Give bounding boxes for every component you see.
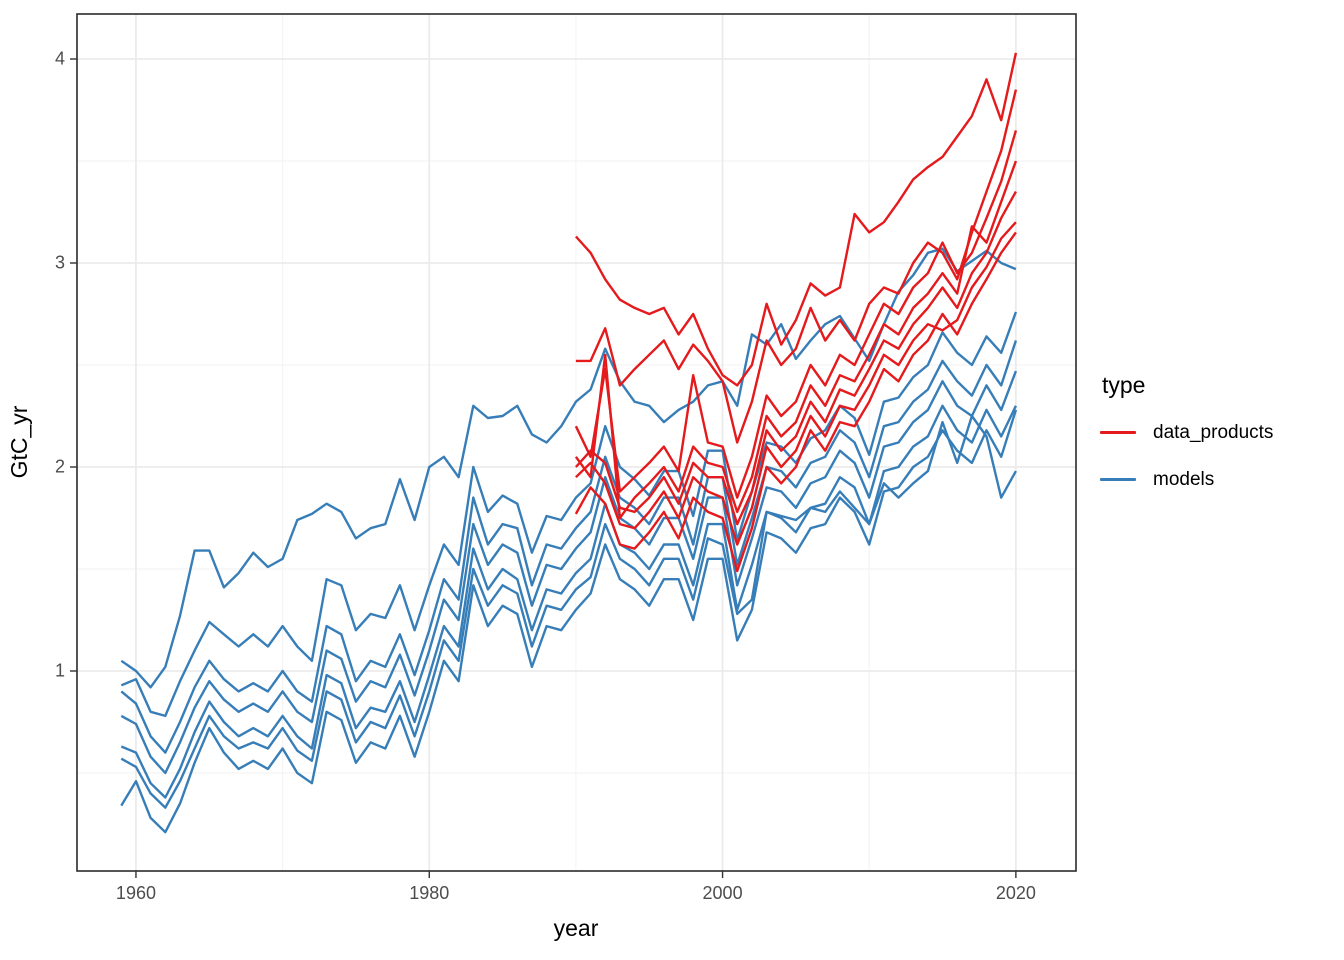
legend-entry-data-products: data_products	[1100, 409, 1273, 456]
models-line-key	[1100, 468, 1136, 492]
legend: type data_products models	[1100, 372, 1273, 503]
series-line-model-4	[120, 370, 1018, 775]
series-line-data-product-4	[574, 160, 1018, 520]
y-axis-title: GtC_yr	[6, 405, 32, 479]
series-line-data-product-5	[575, 191, 1017, 526]
legend-entry-models: models	[1100, 456, 1273, 503]
series-line-model-6	[120, 414, 1017, 809]
series-line-data-product-3	[574, 130, 1018, 499]
series-line-data-product-1	[575, 52, 1018, 387]
panel-border	[76, 13, 1077, 872]
series-line-model-5	[120, 404, 1017, 799]
series-line-model-2	[120, 311, 1018, 718]
series-line-data-product-6	[575, 221, 1017, 546]
series-line-data-product-7	[574, 231, 1017, 573]
y-tick-label: 3	[54, 252, 65, 273]
legend-title: type	[1102, 372, 1146, 398]
x-axis-title: year	[553, 915, 599, 941]
y-tick-label: 2	[54, 456, 65, 477]
legend-label-models: models	[1153, 468, 1215, 490]
data-products-line-key	[1100, 421, 1136, 445]
series-line-data-product-2	[575, 89, 1018, 444]
series-line-model-7	[120, 409, 1018, 834]
legend-label-data-products: data_products	[1153, 421, 1274, 443]
x-tick-label: 1960	[115, 883, 156, 903]
y-tick-label: 4	[54, 48, 65, 69]
x-tick-label: 2000	[702, 883, 743, 903]
y-tick-label: 1	[54, 660, 65, 681]
x-tick-label: 2020	[995, 883, 1036, 903]
x-tick-label: 1980	[409, 883, 450, 903]
series-line-model-3	[120, 340, 1018, 754]
